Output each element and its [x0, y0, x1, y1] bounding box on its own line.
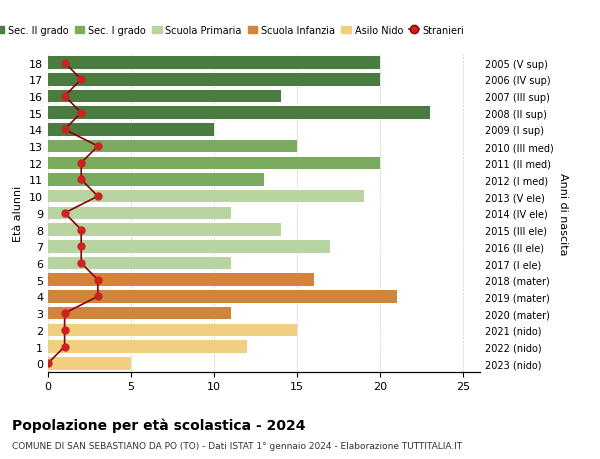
- Bar: [48, 190, 364, 203]
- Bar: [48, 174, 264, 186]
- Bar: [48, 307, 231, 320]
- Text: Popolazione per età scolastica - 2024: Popolazione per età scolastica - 2024: [12, 418, 305, 432]
- Bar: [48, 90, 281, 103]
- Bar: [48, 57, 380, 70]
- Bar: [48, 274, 314, 286]
- Bar: [48, 157, 380, 170]
- Bar: [48, 224, 281, 236]
- Point: [93, 293, 103, 301]
- Text: COMUNE DI SAN SEBASTIANO DA PO (TO) - Dati ISTAT 1° gennaio 2024 - Elaborazione : COMUNE DI SAN SEBASTIANO DA PO (TO) - Da…: [12, 441, 462, 450]
- Y-axis label: Anni di nascita: Anni di nascita: [557, 172, 568, 255]
- Point: [60, 126, 70, 134]
- Bar: [48, 291, 397, 303]
- Point: [93, 276, 103, 284]
- Bar: [48, 140, 297, 153]
- Bar: [48, 241, 331, 253]
- Bar: [48, 207, 231, 220]
- Legend: Sec. II grado, Sec. I grado, Scuola Primaria, Scuola Infanzia, Asilo Nido, Stran: Sec. II grado, Sec. I grado, Scuola Prim…: [0, 22, 468, 39]
- Bar: [48, 324, 297, 336]
- Point: [93, 193, 103, 201]
- Bar: [48, 124, 214, 136]
- Point: [76, 110, 86, 117]
- Bar: [48, 341, 247, 353]
- Point: [60, 60, 70, 67]
- Point: [76, 176, 86, 184]
- Point: [60, 310, 70, 317]
- Bar: [48, 257, 231, 270]
- Point: [76, 260, 86, 267]
- Bar: [48, 74, 380, 86]
- Bar: [48, 357, 131, 369]
- Point: [60, 343, 70, 351]
- Point: [43, 360, 53, 367]
- Point: [76, 226, 86, 234]
- Bar: [48, 107, 430, 120]
- Point: [76, 243, 86, 251]
- Point: [76, 160, 86, 167]
- Y-axis label: Età alunni: Età alunni: [13, 185, 23, 241]
- Point: [76, 76, 86, 84]
- Point: [93, 143, 103, 151]
- Point: [60, 326, 70, 334]
- Point: [60, 93, 70, 101]
- Point: [60, 210, 70, 217]
